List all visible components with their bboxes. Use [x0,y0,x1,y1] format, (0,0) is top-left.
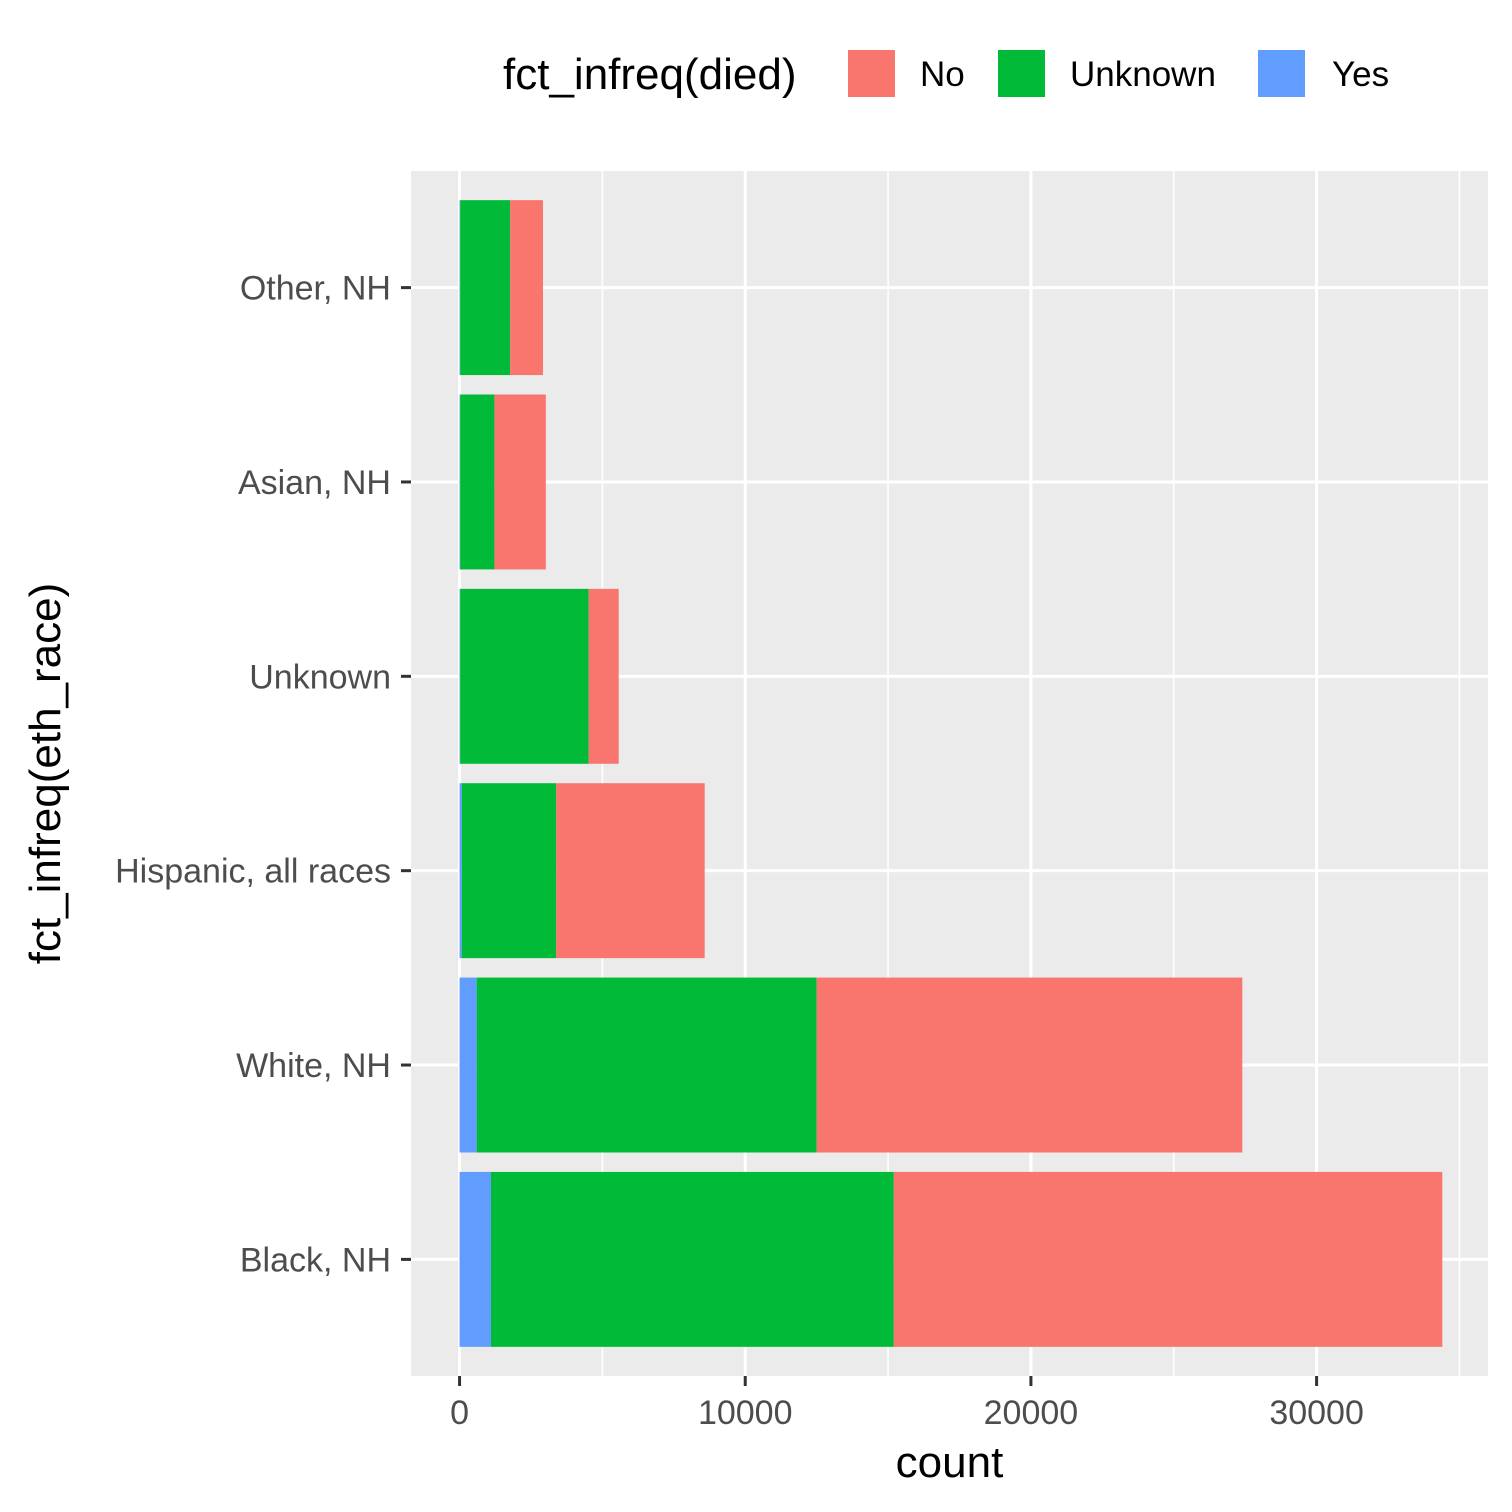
bar-no [816,977,1243,1153]
legend-items: No Unknown Yes [846,48,1389,99]
bar-no [556,783,705,959]
bar-no [494,394,546,570]
legend-title: fct_infreq(died) [503,50,796,99]
legend: fct_infreq(died) No Unknown Yes [503,48,1389,99]
bar-yes [459,588,461,764]
bar-unknown [461,783,557,959]
bar-yes [459,200,461,376]
x-tick-label: 0 [450,1394,469,1432]
y-tick-label: Black, NH [240,1241,391,1279]
legend-key-no [846,48,897,99]
x-axis-title: count [896,1438,1004,1487]
legend-label-unknown: Unknown [1070,55,1216,94]
x-tick-label: 10000 [698,1394,793,1432]
bar-unknown [460,394,495,570]
x-axis: 0 10000 20000 30000 [450,1376,1364,1432]
bar-no [893,1171,1443,1347]
bar-yes [459,783,462,959]
bar-unknown [490,1171,894,1347]
bar-unknown [460,200,511,376]
legend-key-unknown [996,48,1047,99]
bar-yes [459,394,461,570]
bar-unknown [460,588,589,764]
x-tick-label: 30000 [1269,1394,1364,1432]
y-tick-label: Unknown [249,658,391,696]
legend-key-yes [1256,48,1307,99]
bar-yes [459,1171,491,1347]
y-tick-label: Hispanic, all races [115,853,391,891]
bars [459,200,1443,1347]
bar-yes [459,977,477,1153]
y-tick-label: Asian, NH [238,464,391,502]
legend-label-no: No [920,55,965,94]
x-tick-label: 20000 [984,1394,1079,1432]
bar-unknown [476,977,817,1153]
y-axis: Black, NH White, NH Hispanic, all races Unk… [115,270,411,1279]
bar-no [588,588,619,764]
y-axis-title: fct_infreq(eth_race) [21,583,70,965]
y-tick-label: White, NH [236,1047,391,1085]
bar-no [510,200,543,376]
y-tick-label: Other, NH [240,270,391,308]
legend-label-yes: Yes [1332,55,1389,94]
